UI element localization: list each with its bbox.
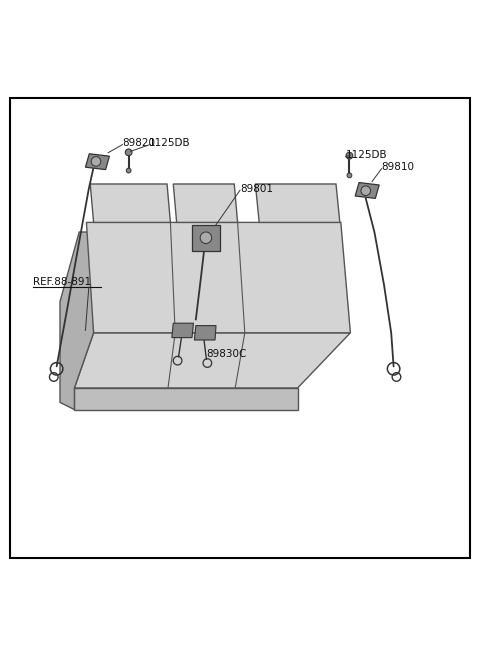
- Polygon shape: [255, 184, 340, 222]
- Polygon shape: [192, 225, 220, 251]
- Polygon shape: [355, 182, 379, 198]
- Polygon shape: [60, 232, 94, 409]
- Circle shape: [346, 152, 353, 159]
- Text: 89820: 89820: [122, 138, 156, 148]
- Polygon shape: [194, 325, 216, 340]
- Circle shape: [361, 186, 371, 195]
- Polygon shape: [86, 222, 350, 333]
- Text: 89810: 89810: [382, 162, 415, 173]
- Polygon shape: [172, 323, 193, 338]
- Polygon shape: [85, 154, 109, 170]
- Polygon shape: [173, 184, 238, 222]
- Circle shape: [200, 232, 212, 243]
- Text: REF.88-891: REF.88-891: [33, 277, 91, 287]
- Text: 89830C: 89830C: [206, 350, 247, 359]
- Text: 89801: 89801: [240, 184, 273, 194]
- Circle shape: [91, 157, 101, 166]
- Polygon shape: [90, 184, 170, 222]
- Text: 1125DB: 1125DB: [346, 150, 387, 160]
- Circle shape: [125, 149, 132, 155]
- Text: 1125DB: 1125DB: [149, 138, 191, 148]
- Polygon shape: [74, 388, 298, 409]
- Polygon shape: [74, 333, 350, 388]
- Circle shape: [126, 168, 131, 173]
- Circle shape: [347, 173, 352, 178]
